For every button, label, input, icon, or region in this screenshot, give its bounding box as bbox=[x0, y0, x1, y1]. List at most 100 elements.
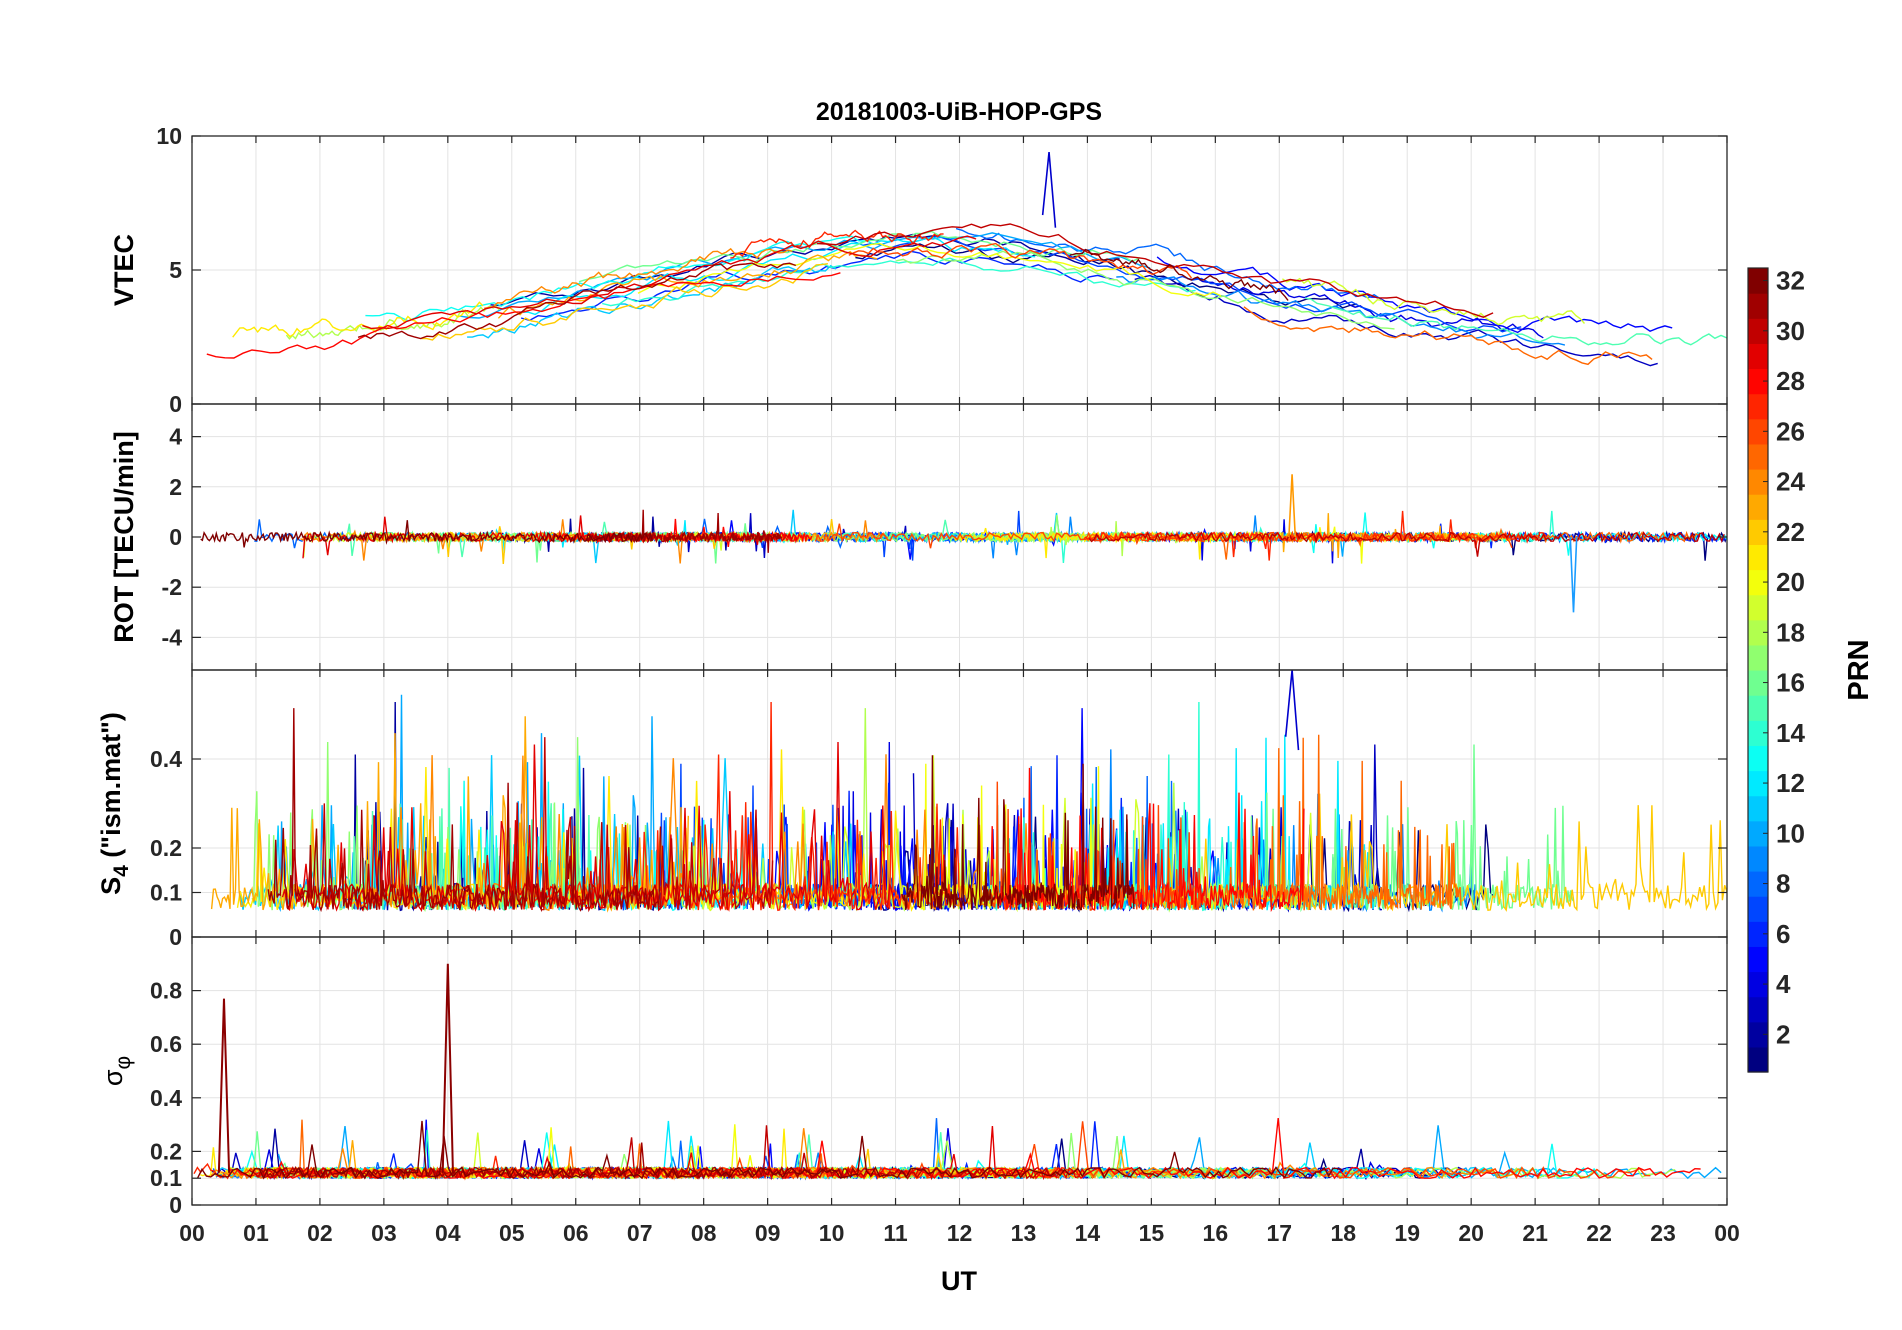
colorbar-segment bbox=[1748, 720, 1768, 746]
vtec-grid bbox=[192, 135, 1727, 405]
colorbar-tick-label: 24 bbox=[1776, 467, 1805, 497]
x-axis-label: UT bbox=[941, 1266, 977, 1296]
spike-mark bbox=[1569, 536, 1578, 613]
x-axis: 00 01 02 03 04 05 06 07 08 09 10 11 12 13 14 15 16 17 18 19… bbox=[179, 1220, 1740, 1246]
y-tick-label: 0.8 bbox=[150, 978, 182, 1004]
colorbar-segment bbox=[1748, 745, 1768, 772]
y-tick-label: -4 bbox=[162, 624, 183, 650]
colorbar-segment bbox=[1748, 695, 1768, 721]
rot-ylabel: ROT [TECU/min] bbox=[109, 431, 139, 642]
colorbar-tick-label: 18 bbox=[1776, 617, 1805, 647]
x-tick-label: 09 bbox=[755, 1220, 781, 1246]
colorbar-segment bbox=[1748, 343, 1768, 370]
colorbar-segment bbox=[1748, 1046, 1768, 1073]
x-tick-label: 05 bbox=[499, 1220, 525, 1246]
series-prn-32 bbox=[1069, 248, 1289, 301]
colorbar-segment bbox=[1748, 519, 1768, 545]
ylabel-sub: φ bbox=[112, 1056, 135, 1070]
series-prn-20 bbox=[637, 242, 1222, 297]
series-prn-23 bbox=[497, 250, 878, 319]
x-tick-label: 00 bbox=[1714, 1220, 1740, 1246]
colorbar-tick-label: 6 bbox=[1776, 919, 1790, 949]
colorbar-segment bbox=[1748, 1021, 1768, 1048]
colorbar-tick-label: 16 bbox=[1776, 668, 1805, 698]
y-tick-label: 0 bbox=[169, 524, 182, 550]
colorbar-segment bbox=[1748, 845, 1768, 872]
x-tick-label: 14 bbox=[1075, 1220, 1101, 1246]
colorbar-segment bbox=[1748, 494, 1768, 520]
series-prn-16 bbox=[578, 230, 1141, 283]
series-prn-32 bbox=[901, 755, 1135, 911]
series-prn-8 bbox=[955, 227, 1381, 300]
series-prn-31 bbox=[357, 262, 797, 340]
colorbar-tick-label: 4 bbox=[1776, 969, 1791, 999]
panel-sigma_phi: 00.10.2 0.4 0.6 0.8 σφ bbox=[98, 936, 1728, 1218]
series-prn-27 bbox=[1083, 510, 1548, 561]
x-tick-label: 20 bbox=[1458, 1220, 1484, 1246]
y-tick-label: 0.2 bbox=[150, 835, 182, 861]
colorbar-tick-label: 26 bbox=[1776, 416, 1805, 446]
rot-series bbox=[200, 474, 1727, 613]
series-prn-31 bbox=[586, 509, 783, 553]
x-tick-label: 12 bbox=[947, 1220, 973, 1246]
y-tick-label: 0.2 bbox=[150, 1138, 182, 1164]
series-prn-9 bbox=[1116, 275, 1566, 346]
colorbar-tick-label: 12 bbox=[1776, 768, 1805, 798]
ylabel-main: σ bbox=[98, 1069, 128, 1086]
colorbar-segment bbox=[1748, 418, 1768, 445]
x-tick-label: 10 bbox=[819, 1220, 845, 1246]
y-tick-label: 5 bbox=[169, 257, 182, 283]
series-prn-31 bbox=[267, 708, 662, 913]
vtec-series bbox=[206, 151, 1727, 367]
series-prn-30 bbox=[294, 737, 774, 913]
x-tick-label: 19 bbox=[1394, 1220, 1420, 1246]
y-tick-label: 0 bbox=[169, 1192, 182, 1218]
panel-rot: -4 -2 0 2 4 ROT [TECU/min] bbox=[109, 403, 1728, 671]
s4-series bbox=[210, 670, 1727, 913]
series-prn-27 bbox=[730, 229, 944, 259]
x-tick-label: 23 bbox=[1650, 1220, 1676, 1246]
colorbar-tick-label: 10 bbox=[1776, 818, 1805, 848]
y-tick-label: 2 bbox=[169, 474, 182, 500]
x-tick-label: 18 bbox=[1330, 1220, 1356, 1246]
series-prn-12 bbox=[520, 236, 1036, 316]
series-prn-32 bbox=[196, 1120, 1343, 1180]
series-prn-2 bbox=[490, 233, 1120, 307]
colorbar-segment bbox=[1748, 619, 1768, 646]
series-prn-13 bbox=[365, 235, 867, 322]
peak-mark bbox=[217, 998, 231, 1173]
x-tick-label: 21 bbox=[1522, 1220, 1548, 1246]
colorbar-segment bbox=[1748, 670, 1768, 696]
colorbar-segment bbox=[1748, 293, 1768, 319]
ylabel-rest: ("ism.mat") bbox=[96, 712, 126, 865]
series-prn-14 bbox=[602, 257, 1196, 307]
colorbar-segment bbox=[1748, 795, 1768, 822]
sigma_phi-ylabel: σφ bbox=[98, 1056, 135, 1086]
colorbar-segment bbox=[1748, 921, 1768, 947]
colorbar-segment bbox=[1748, 871, 1768, 897]
peak-mark bbox=[1284, 670, 1300, 751]
s4-ylabel: S4 ("ism.mat") bbox=[96, 712, 133, 895]
y-tick-label: 0.4 bbox=[150, 1085, 182, 1111]
series-prn-7 bbox=[862, 235, 1522, 333]
colorbar-segment bbox=[1748, 318, 1768, 344]
colorbar-tick-label: 20 bbox=[1776, 567, 1805, 597]
x-tick-label: 08 bbox=[691, 1220, 717, 1246]
sigma_phi-series bbox=[193, 963, 1722, 1181]
series-prn-28 bbox=[990, 767, 1305, 913]
panel-s4: 0 0.1 0.2 0.4 S4 ("ism.mat") bbox=[96, 669, 1728, 950]
colorbar-segment bbox=[1748, 368, 1768, 395]
y-tick-label: 4 bbox=[169, 424, 182, 450]
series-prn-15 bbox=[1304, 297, 1727, 346]
colorbar-tick-label: 28 bbox=[1776, 366, 1805, 396]
series-prn-32 bbox=[200, 520, 653, 548]
series-prn-22 bbox=[420, 263, 829, 341]
colorbar-segment bbox=[1748, 268, 1768, 294]
colorbar-segment bbox=[1748, 544, 1768, 571]
x-tick-label: 11 bbox=[883, 1220, 908, 1246]
series-prn-21 bbox=[232, 301, 484, 338]
colorbar-segment bbox=[1748, 996, 1768, 1023]
x-tick-label: 22 bbox=[1586, 1220, 1612, 1246]
series-prn-11 bbox=[467, 264, 837, 339]
